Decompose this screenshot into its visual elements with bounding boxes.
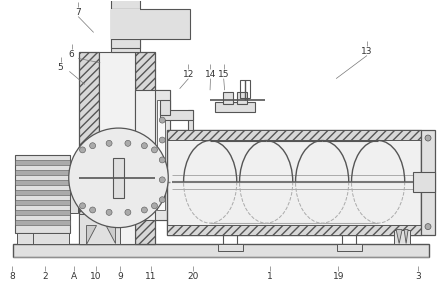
Bar [15,155,70,233]
Circle shape [152,147,157,153]
Bar [338,244,362,251]
Bar [70,193,78,213]
Bar [167,130,421,235]
Text: 12: 12 [183,70,194,79]
Text: 10: 10 [90,272,101,281]
Bar [413,172,435,192]
Bar [111,9,140,48]
Circle shape [125,140,131,146]
Text: 6: 6 [69,50,74,59]
Bar [160,100,170,115]
Text: 1: 1 [267,272,273,281]
Circle shape [425,224,431,230]
Circle shape [80,147,85,153]
Circle shape [152,203,157,209]
Circle shape [106,209,112,215]
Bar [160,110,193,120]
Circle shape [69,128,168,228]
Bar [17,233,69,244]
Polygon shape [105,225,116,244]
Circle shape [80,203,85,209]
Circle shape [106,140,112,146]
Circle shape [159,117,165,123]
Text: 15: 15 [218,70,229,79]
Bar [223,92,233,104]
Text: A: A [71,272,77,281]
Bar [237,92,247,104]
Bar [15,160,70,165]
Text: 11: 11 [145,272,157,281]
Text: 13: 13 [361,47,373,56]
Circle shape [141,207,148,213]
Bar [79,52,99,244]
Circle shape [425,135,431,141]
Polygon shape [85,225,96,244]
Bar [15,190,70,195]
Polygon shape [396,230,402,244]
Text: 14: 14 [205,70,216,79]
Bar [13,244,429,258]
Bar [111,9,140,39]
Bar [167,225,421,235]
Bar [111,9,190,39]
Bar [136,90,170,220]
Bar [421,130,435,235]
Circle shape [141,143,148,149]
Polygon shape [394,230,410,244]
Polygon shape [79,214,120,244]
Text: 8: 8 [9,272,15,281]
Bar [15,180,70,185]
Circle shape [89,143,96,149]
Circle shape [89,207,96,213]
Text: 7: 7 [75,8,81,17]
Bar [215,102,255,112]
Circle shape [159,157,165,163]
Bar [240,80,250,98]
Circle shape [159,197,165,203]
Bar [15,210,70,215]
Polygon shape [404,230,408,244]
Circle shape [159,137,165,143]
Bar [15,220,70,225]
Bar [136,52,155,244]
Text: 2: 2 [43,272,48,281]
Bar [218,244,243,251]
Circle shape [159,177,165,183]
Bar [15,170,70,175]
Bar [15,200,70,205]
Bar [167,130,421,140]
Text: 19: 19 [333,272,344,281]
Bar [99,52,136,244]
Bar [188,110,193,130]
Text: 3: 3 [415,272,420,281]
Text: 20: 20 [187,272,198,281]
Circle shape [125,209,131,215]
Text: 9: 9 [117,272,123,281]
Bar [155,90,170,220]
Bar [113,158,124,198]
Text: 5: 5 [58,63,63,72]
Bar [157,100,165,210]
Bar [111,0,140,52]
